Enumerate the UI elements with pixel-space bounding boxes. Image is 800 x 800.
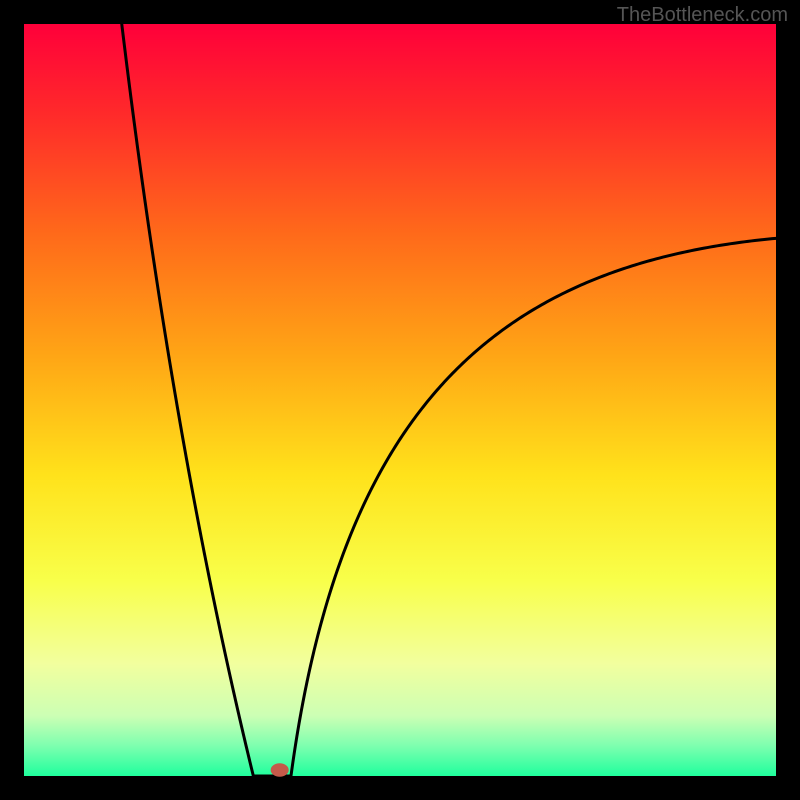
chart-stage: TheBottleneck.com — [0, 0, 800, 800]
chart-svg — [0, 0, 800, 800]
dip-marker — [271, 763, 289, 777]
